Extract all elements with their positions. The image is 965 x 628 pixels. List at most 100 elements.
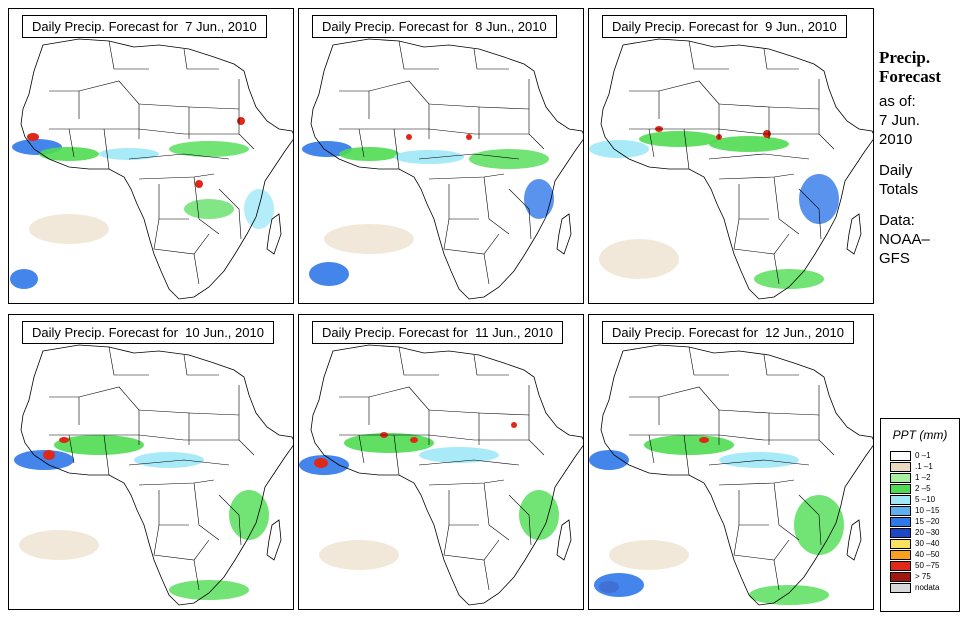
precip-area: [599, 239, 679, 279]
madagascar: [846, 213, 862, 255]
precip-area: [410, 437, 418, 443]
africa-precip-map: [589, 38, 873, 300]
map-panel: Daily Precip. Forecast for 8 Jun., 2010: [298, 8, 584, 304]
legend-item: 1 –2: [890, 473, 956, 484]
precip-area: [466, 134, 472, 140]
precip-area: [237, 117, 245, 125]
panel-title: Daily Precip. Forecast for 11 Jun., 2010: [312, 321, 563, 344]
legend-label: 20 –30: [915, 528, 940, 537]
country-border: [508, 188, 532, 240]
precip-area: [99, 148, 159, 160]
precip-area: [799, 174, 839, 224]
precip-area: [394, 150, 464, 164]
legend-label: nodata: [915, 583, 940, 592]
country-border: [773, 559, 780, 591]
precip-area: [519, 490, 559, 540]
precip-area: [314, 458, 328, 468]
map-panel: Daily Precip. Forecast for 11 Jun., 2010: [298, 314, 584, 610]
africa-landmass: [601, 39, 873, 299]
legend-label: 1 –2: [915, 473, 931, 482]
map-panel: Daily Precip. Forecast for 9 Jun., 2010: [588, 8, 874, 304]
country-border: [708, 153, 810, 160]
precip-area: [469, 149, 549, 169]
asof-year: 2010: [879, 131, 913, 148]
country-border: [418, 459, 520, 466]
country-border: [108, 346, 149, 376]
legend-label: 0 –1: [915, 451, 931, 460]
legend-label: 50 –75: [915, 561, 940, 570]
africa-precip-map: [10, 38, 293, 300]
legend-item: 30 –40: [890, 539, 956, 550]
country-border: [629, 434, 819, 441]
legend-item: 2 –5: [890, 484, 956, 495]
coastline: [600, 38, 873, 300]
country-border: [49, 434, 239, 441]
country-border: [688, 40, 729, 70]
country-border: [688, 346, 729, 376]
precip-area: [524, 179, 554, 219]
country-border: [108, 40, 149, 70]
precip-area: [319, 540, 399, 570]
legend-swatch: [890, 572, 911, 582]
precip-area: [229, 490, 269, 540]
sidebar-heading-line2: Forecast: [879, 67, 941, 86]
precip-area: [406, 134, 412, 140]
precip-area: [309, 262, 349, 286]
madagascar: [266, 213, 282, 255]
country-border: [193, 559, 200, 591]
country-border: [153, 218, 210, 255]
legend-item: 20 –30: [890, 528, 956, 539]
legend-swatch: [890, 561, 911, 571]
country-border: [733, 218, 790, 255]
country-border: [393, 128, 400, 170]
precip-area: [419, 447, 499, 463]
country-border: [708, 459, 810, 466]
madagascar: [266, 519, 282, 561]
precip-area: [749, 585, 829, 605]
coastline: [20, 38, 293, 300]
legend-swatch: [890, 528, 911, 538]
coastline: [600, 344, 873, 606]
country-border: [473, 48, 509, 70]
legend-swatch: [890, 473, 911, 483]
country-border: [798, 494, 822, 546]
country-border: [153, 524, 210, 561]
panel-title: Daily Precip. Forecast for 9 Jun., 2010: [602, 15, 847, 38]
precip-area: [184, 199, 234, 219]
africa-landmass: [21, 345, 293, 605]
legend-item: 10 –15: [890, 506, 956, 517]
precip-area: [644, 435, 734, 455]
country-border: [103, 434, 110, 476]
legend-item: 40 –50: [890, 550, 956, 561]
country-border: [483, 482, 510, 541]
panel-title: Daily Precip. Forecast for 7 Jun., 2010: [22, 15, 267, 38]
country-border: [683, 128, 690, 170]
precip-area: [27, 133, 39, 141]
country-border: [78, 80, 140, 139]
country-border: [398, 346, 439, 376]
country-border: [68, 434, 75, 464]
precip-area: [511, 422, 517, 428]
sidebar-info: Precip. Forecast as of: 7 Jun. 2010 Dail…: [879, 48, 963, 268]
country-border: [773, 482, 800, 541]
panel-title: Daily Precip. Forecast for 10 Jun., 2010: [22, 321, 274, 344]
precip-area: [169, 141, 249, 157]
legend-label: 10 –15: [915, 506, 940, 515]
precip-area: [10, 269, 38, 289]
country-border: [358, 434, 365, 464]
africa-landmass: [21, 39, 293, 299]
data-source-line1: NOAA–: [879, 231, 930, 248]
precip-legend: PPT (mm) 0 –1 .1 –1 1 –2 2 –5 5 –10 10 –…: [880, 418, 960, 612]
precip-area: [589, 140, 649, 158]
country-border: [648, 434, 655, 464]
country-border: [683, 434, 690, 476]
country-border: [49, 128, 239, 135]
country-border: [193, 253, 200, 285]
precip-area: [609, 540, 689, 570]
precip-area: [339, 147, 399, 161]
legend-label: 40 –50: [915, 550, 940, 559]
precip-area: [19, 530, 99, 560]
totals-label: Totals: [879, 181, 919, 198]
country-border: [733, 524, 790, 561]
coastline: [310, 38, 583, 300]
